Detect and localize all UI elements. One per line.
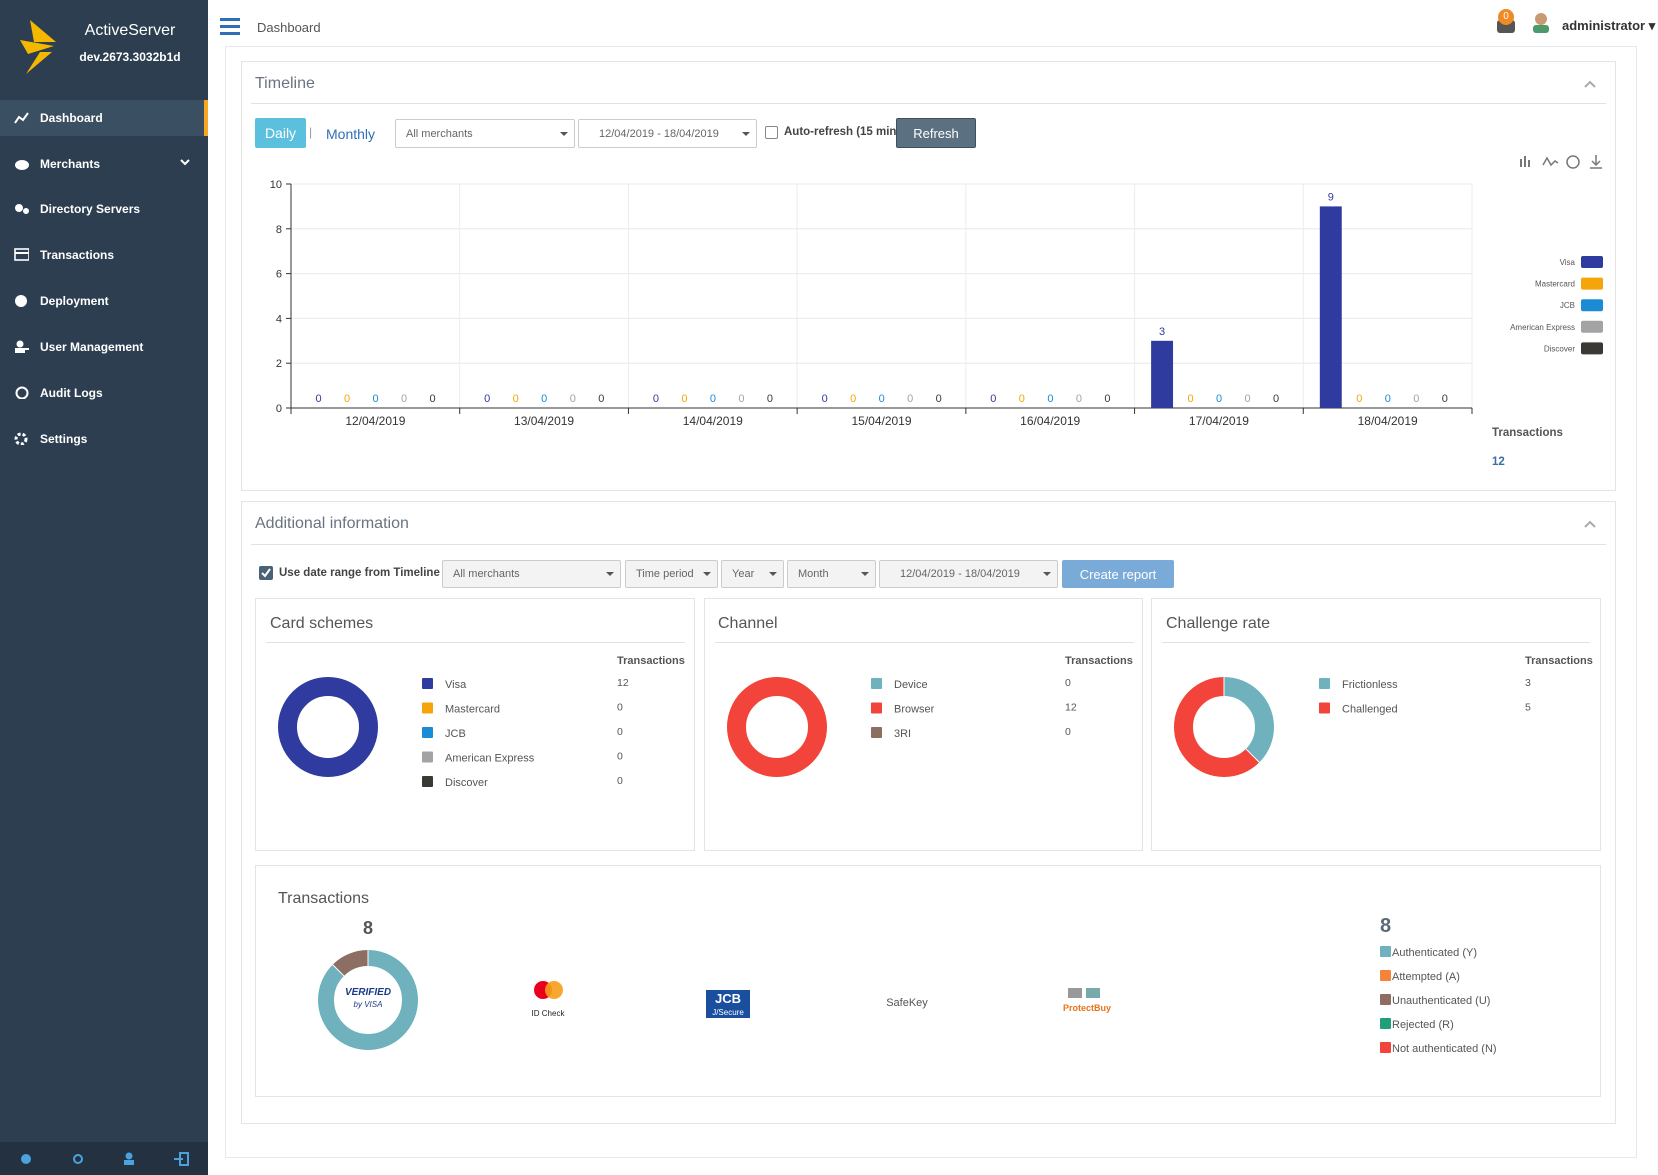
nav-item[interactable]: Deployment xyxy=(0,283,208,319)
total-label: Transactions xyxy=(1492,427,1563,439)
nav-item[interactable]: User Management xyxy=(0,329,208,365)
icon xyxy=(14,432,28,445)
auto-refresh-label: Auto-refresh (15 min.) xyxy=(784,126,904,138)
use-range-checkbox[interactable] xyxy=(259,566,273,580)
sidebar-footer xyxy=(0,1142,208,1175)
date-range[interactable]: 12/04/2019 - 18/04/2019 xyxy=(879,560,1058,588)
logo-text: SafeKey xyxy=(886,997,928,1009)
create-report-label: Create report xyxy=(1079,566,1157,582)
icon xyxy=(14,248,29,261)
nav-label: Transactions xyxy=(40,248,115,262)
divider xyxy=(1162,642,1590,643)
nav-item[interactable]: Audit Logs xyxy=(0,375,208,411)
collapse[interactable] xyxy=(1584,80,1596,88)
refresh-button[interactable]: Refresh xyxy=(896,118,976,148)
collapse[interactable] xyxy=(1584,520,1596,528)
month-select[interactable]: Month xyxy=(787,560,876,588)
channel-card xyxy=(704,598,1143,851)
footer-icons xyxy=(21,1152,189,1166)
logo-text: ID Check xyxy=(532,1009,566,1018)
divider xyxy=(715,642,1134,643)
divider xyxy=(251,544,1606,545)
panel-title: Additional information xyxy=(255,515,409,532)
time-period-select[interactable]: Time period xyxy=(625,560,718,588)
user-name: administrator xyxy=(1562,18,1646,33)
icon xyxy=(15,340,29,353)
logo-text: ProtectBuy xyxy=(1063,1003,1111,1013)
logo-text: JCB xyxy=(715,991,741,1006)
icon xyxy=(15,160,29,170)
scheme-logos: ID Check JCB J/Secure SafeKey ProtectBuy xyxy=(532,981,1111,1018)
logo xyxy=(20,20,56,74)
merchant-select[interactable]: All merchants xyxy=(442,560,621,588)
nav-label: Directory Servers xyxy=(40,202,141,216)
user-menu[interactable]: administrator ▾ xyxy=(1562,18,1656,33)
card-schemes-card xyxy=(255,598,695,851)
refresh-label: Refresh xyxy=(913,125,959,141)
brand: ActiveServer xyxy=(84,22,176,39)
nav-item[interactable]: Dashboard xyxy=(0,100,208,136)
menu-toggle[interactable] xyxy=(220,17,242,35)
nav-item[interactable]: Settings xyxy=(0,421,208,457)
challenge-card xyxy=(1151,598,1601,851)
divider xyxy=(266,642,685,643)
use-range-label: Use date range from Timeline xyxy=(279,567,440,579)
version: dev.2673.3032b1d xyxy=(79,50,181,64)
total-value: 12 xyxy=(1492,456,1505,468)
nav-label: Merchants xyxy=(40,157,101,171)
divider xyxy=(251,103,1606,104)
sidebar: ActiveServer dev.2673.3032b1d Dashboard … xyxy=(0,0,208,1175)
merchant-select[interactable]: All merchants xyxy=(395,119,575,148)
chart-toolbar[interactable] xyxy=(1517,153,1603,171)
transactions-card xyxy=(255,865,1601,1097)
icon xyxy=(15,386,29,399)
nav-label: Audit Logs xyxy=(40,386,103,400)
nav-label: Deployment xyxy=(40,294,109,308)
nav-item[interactable]: Transactions xyxy=(0,237,208,273)
nav-label: Settings xyxy=(40,432,88,446)
date-range[interactable]: 12/04/2019 - 18/04/2019 xyxy=(578,119,757,148)
year-select[interactable]: Year xyxy=(721,560,784,588)
logo-text: J/Secure xyxy=(712,1008,744,1017)
breadcrumb: Dashboard xyxy=(257,20,321,35)
create-report-button[interactable]: Create report xyxy=(1062,560,1174,588)
nav-label: Dashboard xyxy=(40,111,103,125)
icon xyxy=(15,295,27,307)
nav-item[interactable]: Merchants xyxy=(0,146,208,182)
nav-item[interactable]: Directory Servers xyxy=(0,191,208,227)
icon xyxy=(14,112,29,124)
separator: | xyxy=(309,125,313,139)
auto-refresh-checkbox[interactable] xyxy=(765,126,778,139)
chevron xyxy=(180,159,190,166)
avatar xyxy=(1533,13,1549,33)
daily-button[interactable]: Daily xyxy=(255,118,306,148)
notification-badge: 0 xyxy=(1498,9,1514,25)
monthly-button[interactable]: Monthly xyxy=(326,126,376,142)
icon xyxy=(15,204,29,214)
nav-label: User Management xyxy=(40,340,144,354)
panel-title: Timeline xyxy=(255,75,315,92)
